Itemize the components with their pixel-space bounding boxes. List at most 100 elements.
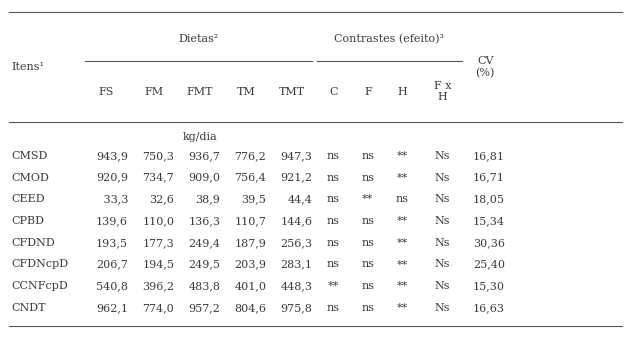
Text: 16,63: 16,63	[473, 303, 505, 313]
Text: 947,3: 947,3	[280, 151, 312, 161]
Text: **: **	[362, 194, 374, 204]
Text: CV
(%): CV (%)	[476, 56, 495, 78]
Text: 15,30: 15,30	[473, 281, 505, 291]
Text: 16,81: 16,81	[473, 151, 505, 161]
Text: 921,2: 921,2	[280, 173, 312, 183]
Text: ns: ns	[396, 194, 409, 204]
Text: Ns: Ns	[435, 303, 450, 313]
Text: Ns: Ns	[435, 173, 450, 183]
Text: ns: ns	[327, 303, 339, 313]
Text: ns: ns	[362, 259, 374, 270]
Text: ns: ns	[327, 238, 339, 248]
Text: 25,40: 25,40	[473, 259, 505, 270]
Text: ns: ns	[362, 303, 374, 313]
Text: 249,5: 249,5	[188, 259, 220, 270]
Text: F x
H: F x H	[433, 81, 451, 102]
Text: ns: ns	[327, 216, 339, 226]
Text: Ns: Ns	[435, 259, 450, 270]
Text: **: **	[397, 216, 408, 226]
Text: 203,9: 203,9	[234, 259, 266, 270]
Text: Ns: Ns	[435, 238, 450, 248]
Text: 920,9: 920,9	[96, 173, 128, 183]
Text: ns: ns	[327, 151, 339, 161]
Text: CFDNcpD: CFDNcpD	[11, 259, 69, 270]
Text: **: **	[397, 151, 408, 161]
Text: CCNFcpD: CCNFcpD	[11, 281, 68, 291]
Text: TM: TM	[237, 86, 255, 97]
Text: ns: ns	[362, 151, 374, 161]
Text: 110,0: 110,0	[142, 216, 174, 226]
Text: **: **	[397, 173, 408, 183]
Text: **: **	[397, 303, 408, 313]
Text: 139,6: 139,6	[96, 216, 128, 226]
Text: 18,05: 18,05	[473, 194, 505, 204]
Text: 15,34: 15,34	[473, 216, 505, 226]
Text: FMT: FMT	[187, 86, 213, 97]
Text: 110,7: 110,7	[234, 216, 266, 226]
Text: 136,3: 136,3	[188, 216, 220, 226]
Text: ns: ns	[327, 173, 339, 183]
Text: ns: ns	[362, 173, 374, 183]
Text: Ns: Ns	[435, 194, 450, 204]
Text: 750,3: 750,3	[142, 151, 174, 161]
Text: ns: ns	[327, 259, 339, 270]
Text: **: **	[397, 281, 408, 291]
Text: TMT: TMT	[279, 86, 305, 97]
Text: CEED: CEED	[11, 194, 45, 204]
Text: Contrastes (efeito)³: Contrastes (efeito)³	[334, 34, 444, 44]
Text: **: **	[397, 238, 408, 248]
Text: **: **	[327, 281, 339, 291]
Text: CPBD: CPBD	[11, 216, 44, 226]
Text: 540,8: 540,8	[96, 281, 128, 291]
Text: 401,0: 401,0	[234, 281, 266, 291]
Text: **: **	[397, 259, 408, 270]
Text: 206,7: 206,7	[96, 259, 128, 270]
Text: 804,6: 804,6	[234, 303, 266, 313]
Text: FM: FM	[144, 86, 163, 97]
Text: 44,4: 44,4	[288, 194, 312, 204]
Text: Itens¹: Itens¹	[11, 62, 44, 72]
Text: 256,3: 256,3	[280, 238, 312, 248]
Text: 936,7: 936,7	[188, 151, 220, 161]
Text: H: H	[398, 86, 408, 97]
Text: F: F	[364, 86, 372, 97]
Text: 33,3: 33,3	[100, 194, 128, 204]
Text: kg/dia: kg/dia	[182, 132, 217, 142]
Text: ns: ns	[362, 216, 374, 226]
Text: CFDND: CFDND	[11, 238, 55, 248]
Text: 909,0: 909,0	[188, 173, 220, 183]
Text: C: C	[329, 86, 338, 97]
Text: ns: ns	[362, 281, 374, 291]
Text: ns: ns	[362, 238, 374, 248]
Text: 943,9: 943,9	[96, 151, 128, 161]
Text: 776,2: 776,2	[235, 151, 266, 161]
Text: 187,9: 187,9	[234, 238, 266, 248]
Text: CMSD: CMSD	[11, 151, 48, 161]
Text: Dietas²: Dietas²	[179, 34, 218, 44]
Text: 39,5: 39,5	[242, 194, 266, 204]
Text: 249,4: 249,4	[188, 238, 220, 248]
Text: FS: FS	[98, 86, 114, 97]
Text: 734,7: 734,7	[143, 173, 174, 183]
Text: 957,2: 957,2	[188, 303, 220, 313]
Text: 396,2: 396,2	[142, 281, 174, 291]
Text: 774,0: 774,0	[143, 303, 174, 313]
Text: 483,8: 483,8	[188, 281, 220, 291]
Text: 177,3: 177,3	[143, 238, 174, 248]
Text: Ns: Ns	[435, 216, 450, 226]
Text: CMOD: CMOD	[11, 173, 49, 183]
Text: 962,1: 962,1	[96, 303, 128, 313]
Text: CNDT: CNDT	[11, 303, 46, 313]
Text: 193,5: 193,5	[96, 238, 128, 248]
Text: 975,8: 975,8	[280, 303, 312, 313]
Text: ns: ns	[327, 194, 339, 204]
Text: 30,36: 30,36	[473, 238, 505, 248]
Text: 32,6: 32,6	[150, 194, 174, 204]
Text: 448,3: 448,3	[280, 281, 312, 291]
Text: 194,5: 194,5	[142, 259, 174, 270]
Text: 756,4: 756,4	[234, 173, 266, 183]
Text: 283,1: 283,1	[280, 259, 312, 270]
Text: 16,71: 16,71	[473, 173, 505, 183]
Text: Ns: Ns	[435, 281, 450, 291]
Text: Ns: Ns	[435, 151, 450, 161]
